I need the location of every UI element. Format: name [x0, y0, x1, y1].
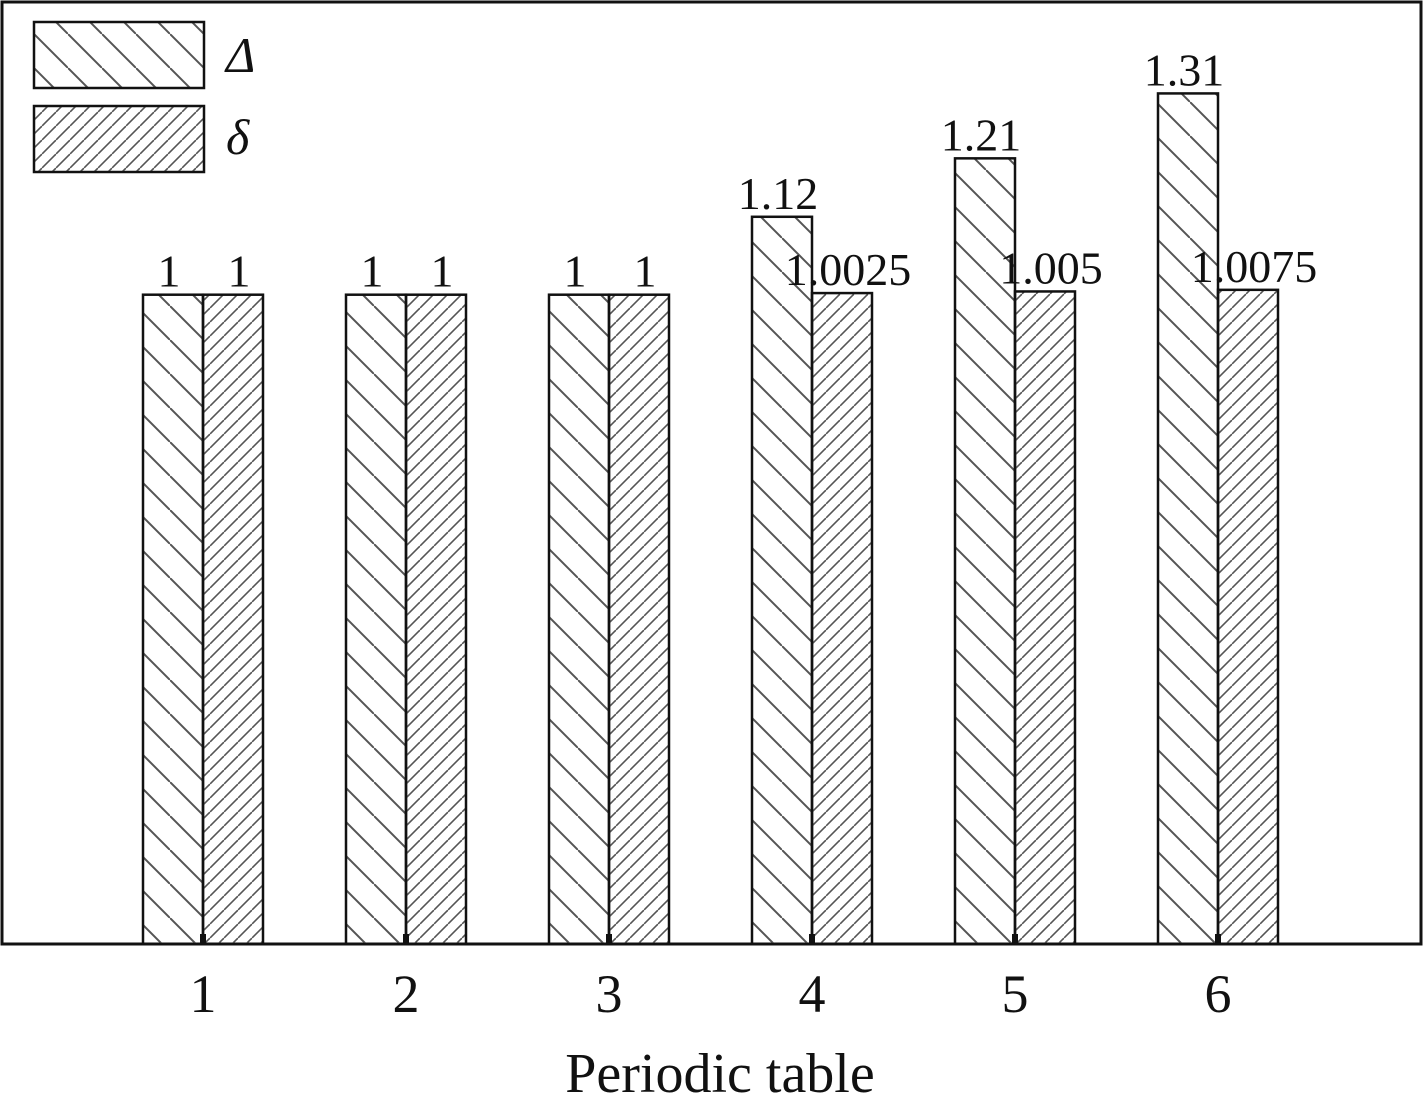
bar-series1-cat2	[344, 293, 408, 946]
legend-label-delta-lower: δ	[226, 109, 250, 165]
x-tick-label-4: 4	[799, 964, 826, 1024]
x-tick-label-1: 1	[190, 964, 217, 1024]
x-axis-label: Periodic table	[565, 1043, 874, 1098]
data-label-series1-cat3: 1	[564, 246, 587, 297]
x-tick-label-3: 3	[596, 964, 623, 1024]
bar-series2-cat3	[607, 293, 671, 946]
plot-frame	[0, 0, 1423, 946]
data-label-series1-cat2: 1	[361, 246, 384, 297]
data-label-series1-cat6: 1.31	[1144, 44, 1225, 95]
legend-swatch-delta-lower	[32, 104, 206, 174]
legend-label-delta-upper: Δ	[224, 27, 255, 83]
data-label-series1-cat5: 1.21	[941, 109, 1022, 160]
data-label-series2-cat4: 1.0025	[785, 244, 912, 295]
x-tick-label-5: 5	[1002, 964, 1029, 1024]
data-label-series1-cat4: 1.12	[738, 168, 819, 219]
bar-series1-cat3	[547, 293, 611, 946]
bar-series1-cat1	[141, 293, 205, 946]
bar-series2-cat2	[404, 293, 468, 946]
data-label-series2-cat2: 1	[431, 246, 454, 297]
bar-series1-cat4	[750, 215, 814, 946]
bar-series2-cat1	[201, 293, 265, 946]
x-tick-label-2: 2	[393, 964, 420, 1024]
bar-series1-cat6	[1156, 92, 1220, 946]
data-label-series1-cat1: 1	[158, 246, 181, 297]
x-tick-label-6: 6	[1205, 964, 1232, 1024]
data-label-series2-cat1: 1	[228, 246, 251, 297]
bar-series2-cat5	[1013, 290, 1077, 946]
bar-series2-cat6	[1216, 288, 1280, 946]
bar-series2-cat4	[810, 291, 874, 946]
bars-layer	[141, 92, 1280, 946]
bar-series1-cat5	[953, 157, 1017, 946]
x-ticks-layer: 1 2 3 4 5 6	[190, 934, 1232, 1024]
legend-swatch-delta-upper	[32, 20, 206, 90]
data-label-series2-cat6: 1.0075	[1191, 241, 1318, 292]
data-label-series2-cat3: 1	[634, 246, 657, 297]
legend: Δ δ	[32, 20, 255, 174]
data-label-series2-cat5: 1.005	[999, 242, 1103, 293]
